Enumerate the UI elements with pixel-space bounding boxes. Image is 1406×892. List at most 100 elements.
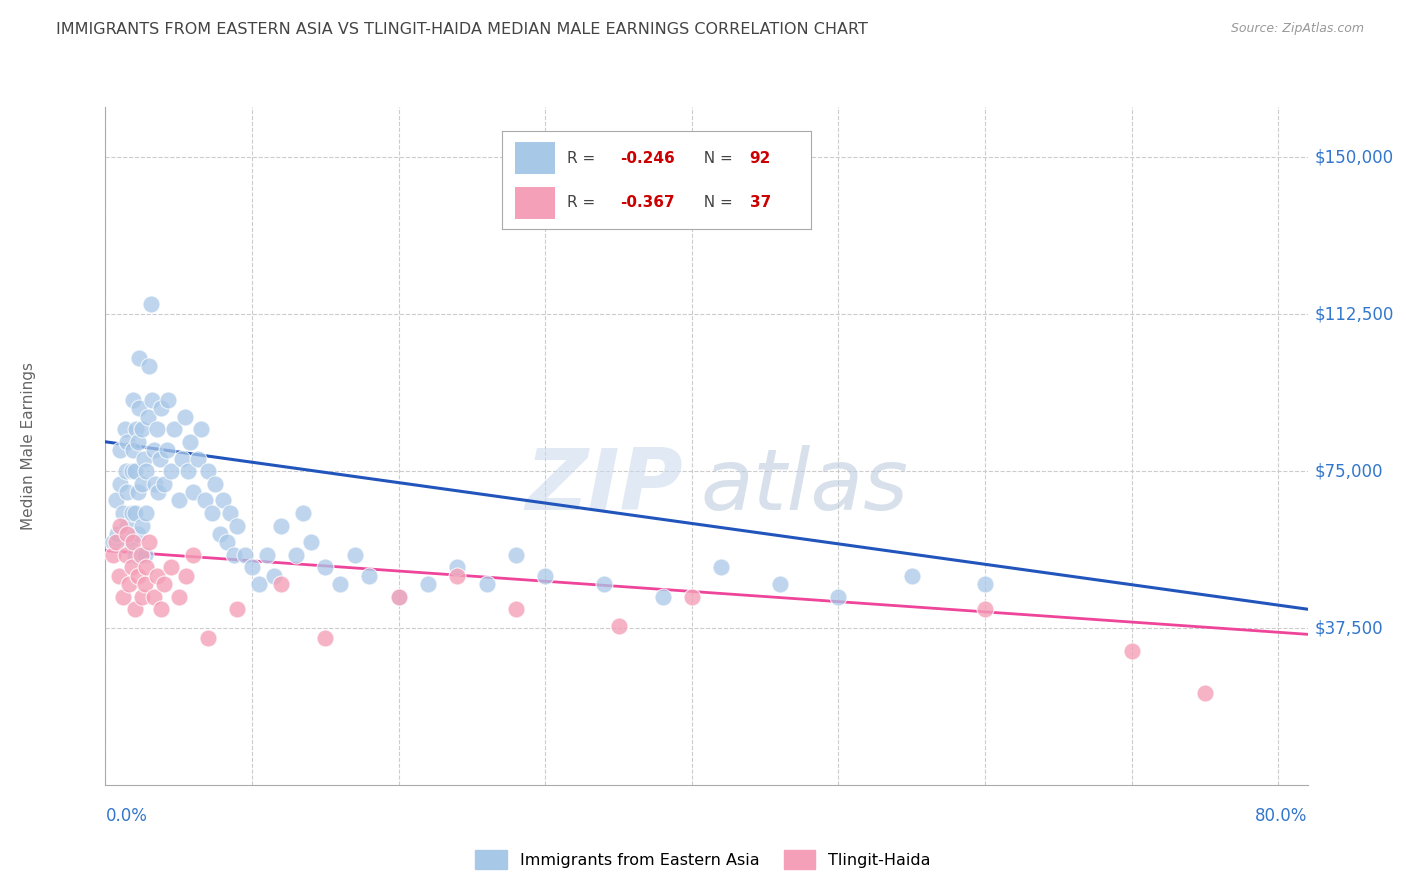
- Legend: Immigrants from Eastern Asia, Tlingit-Haida: Immigrants from Eastern Asia, Tlingit-Ha…: [468, 844, 938, 875]
- Point: [124, 506, 146, 520]
- Point: [127, 434, 149, 449]
- Point: [131, 422, 153, 436]
- Point: [681, 590, 703, 604]
- Point: [124, 464, 146, 478]
- Text: R =: R =: [567, 151, 600, 166]
- Point: [190, 422, 212, 436]
- Point: [359, 568, 381, 582]
- Point: [121, 560, 143, 574]
- Point: [270, 518, 292, 533]
- Point: [115, 548, 138, 562]
- Point: [167, 493, 190, 508]
- Point: [176, 464, 198, 478]
- Point: [127, 485, 149, 500]
- Text: atlas: atlas: [700, 445, 908, 528]
- Point: [263, 568, 285, 582]
- Point: [416, 577, 439, 591]
- Point: [114, 422, 136, 436]
- Point: [135, 560, 157, 574]
- Point: [142, 590, 165, 604]
- Text: 37: 37: [749, 195, 770, 211]
- Point: [135, 506, 157, 520]
- Point: [153, 476, 176, 491]
- Point: [292, 506, 315, 520]
- Point: [122, 535, 145, 549]
- Point: [138, 359, 160, 374]
- Point: [240, 560, 263, 574]
- Point: [122, 392, 145, 407]
- Point: [1121, 644, 1143, 658]
- Point: [134, 577, 156, 591]
- Text: N =: N =: [695, 151, 738, 166]
- Point: [224, 548, 246, 562]
- Point: [446, 568, 468, 582]
- FancyBboxPatch shape: [515, 187, 555, 219]
- Text: $37,500: $37,500: [1315, 619, 1384, 637]
- Point: [127, 527, 149, 541]
- Point: [131, 590, 153, 604]
- Point: [314, 560, 336, 574]
- Point: [145, 568, 167, 582]
- Point: [270, 577, 292, 591]
- Text: 0.0%: 0.0%: [105, 807, 148, 825]
- Point: [117, 518, 139, 533]
- Point: [299, 535, 322, 549]
- Point: [183, 548, 205, 562]
- Text: $75,000: $75,000: [1315, 462, 1384, 480]
- Point: [197, 464, 219, 478]
- Point: [112, 590, 135, 604]
- Point: [226, 518, 249, 533]
- Point: [121, 506, 143, 520]
- Point: [388, 590, 411, 604]
- Point: [148, 485, 170, 500]
- Point: [217, 535, 239, 549]
- Point: [974, 602, 997, 616]
- Point: [124, 602, 146, 616]
- Point: [107, 568, 129, 582]
- Point: [124, 548, 146, 562]
- Point: [104, 493, 127, 508]
- Point: [127, 568, 149, 582]
- Point: [226, 602, 249, 616]
- Point: [505, 548, 527, 562]
- Point: [138, 535, 160, 549]
- Point: [769, 577, 792, 591]
- Point: [179, 434, 201, 449]
- Point: [157, 392, 180, 407]
- Point: [285, 548, 308, 562]
- Point: [607, 619, 630, 633]
- Point: [104, 535, 127, 549]
- Point: [120, 535, 142, 549]
- Text: -0.246: -0.246: [620, 151, 675, 166]
- Point: [129, 548, 152, 562]
- Point: [388, 590, 411, 604]
- Text: N =: N =: [695, 195, 738, 211]
- Point: [117, 485, 139, 500]
- Text: IMMIGRANTS FROM EASTERN ASIA VS TLINGIT-HAIDA MEDIAN MALE EARNINGS CORRELATION C: IMMIGRANTS FROM EASTERN ASIA VS TLINGIT-…: [56, 22, 868, 37]
- Point: [160, 560, 183, 574]
- Text: Source: ZipAtlas.com: Source: ZipAtlas.com: [1230, 22, 1364, 36]
- Point: [593, 577, 616, 591]
- Point: [122, 443, 145, 458]
- Point: [211, 493, 233, 508]
- Point: [108, 518, 131, 533]
- Point: [143, 476, 166, 491]
- Point: [475, 577, 498, 591]
- Point: [194, 493, 217, 508]
- Point: [343, 548, 366, 562]
- Point: [125, 422, 148, 436]
- Text: Median Male Earnings: Median Male Earnings: [21, 362, 35, 530]
- Point: [117, 527, 139, 541]
- Point: [160, 464, 183, 478]
- Point: [827, 590, 849, 604]
- Point: [187, 451, 209, 466]
- Point: [131, 476, 153, 491]
- Point: [132, 451, 155, 466]
- Point: [1194, 686, 1216, 700]
- Point: [128, 401, 150, 416]
- Point: [208, 527, 231, 541]
- Point: [141, 392, 163, 407]
- Point: [204, 476, 226, 491]
- Point: [167, 590, 190, 604]
- Point: [329, 577, 352, 591]
